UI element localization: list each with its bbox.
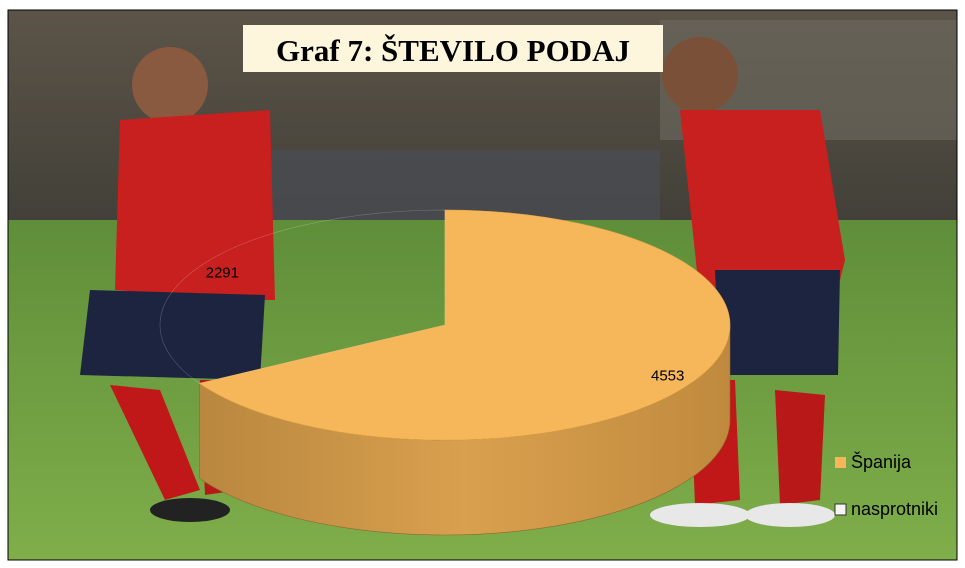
- pie-slice: [159, 209, 446, 384]
- data-label: 2291: [206, 265, 239, 282]
- chart-title: Graf 7: ŠTEVILO PODAJ: [276, 33, 630, 68]
- pie: 4553 2291: [159, 209, 731, 536]
- legend-label: nasprotniki: [851, 499, 938, 519]
- title-box: [243, 25, 663, 72]
- legend-marker: [834, 503, 847, 516]
- pie-slice: [198, 209, 731, 441]
- legend: Španija nasprotniki: [834, 451, 938, 519]
- data-label: 4553: [651, 367, 684, 384]
- legend-label: Španija: [851, 451, 912, 472]
- legend-marker: [835, 457, 846, 468]
